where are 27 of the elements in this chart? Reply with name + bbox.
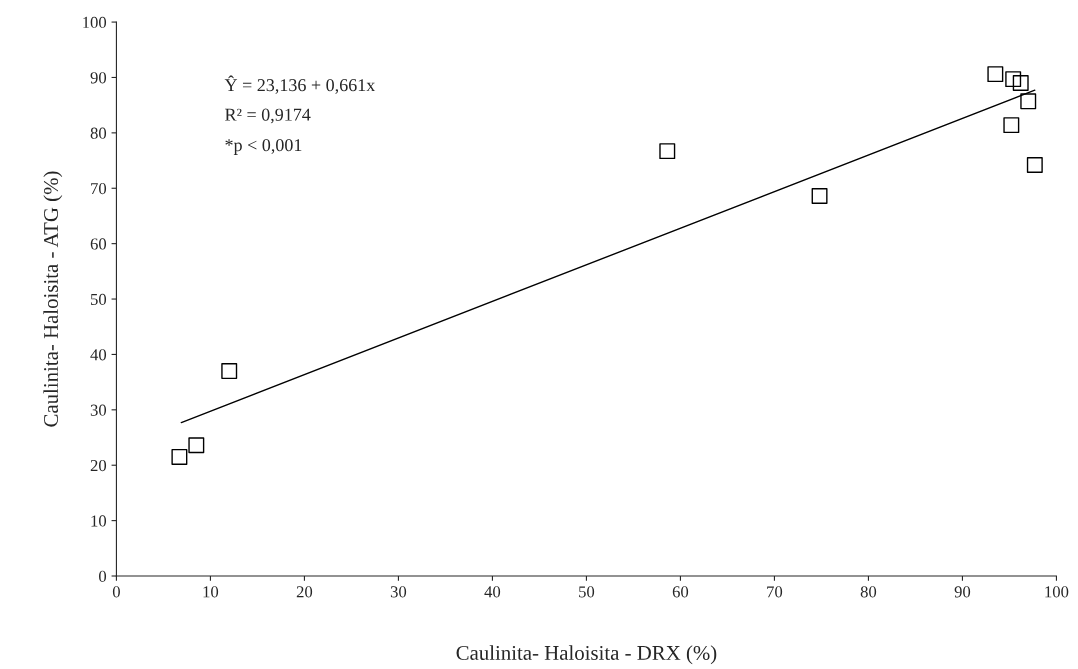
x-tick-label: 70 [767, 586, 783, 598]
x-tick-label: 20 [296, 586, 313, 598]
x-axis-title: Caulinita- Haloisita - DRX (%) [456, 645, 717, 665]
x-tick-label: 90 [954, 586, 971, 598]
y-tick-label: 40 [90, 349, 107, 361]
y-tick-label: 60 [90, 238, 107, 250]
x-tick-label: 30 [390, 586, 407, 598]
x-tick-label: 10 [203, 586, 219, 598]
y-tick-label: 20 [90, 459, 107, 472]
y-tick-label: 100 [83, 16, 107, 29]
annotation: R² = 0,9174 [225, 108, 311, 124]
y-tick-label: 0 [99, 570, 107, 582]
x-tick-label: 80 [860, 586, 877, 598]
x-tick-label: 40 [484, 586, 501, 598]
x-tick-label: 100 [1045, 586, 1069, 598]
y-tick-label: 70 [91, 182, 107, 195]
x-tick-label: 50 [579, 586, 595, 598]
y-tick-label: 50 [91, 293, 107, 305]
y-tick-label: 10 [91, 515, 107, 527]
x-tick-label: 60 [672, 586, 689, 598]
y-tick-label: 30 [90, 404, 107, 416]
y-tick-label: 80 [90, 127, 107, 139]
y-axis-title: Caulinita- Haloisita - ATG (%) [43, 171, 63, 427]
annotation: Ŷ = 23,136 + 0,661x [224, 75, 376, 94]
annotation: *p < 0,001 [225, 139, 302, 155]
y-tick-label: 90 [90, 72, 107, 84]
x-tick-label: 0 [112, 586, 120, 598]
